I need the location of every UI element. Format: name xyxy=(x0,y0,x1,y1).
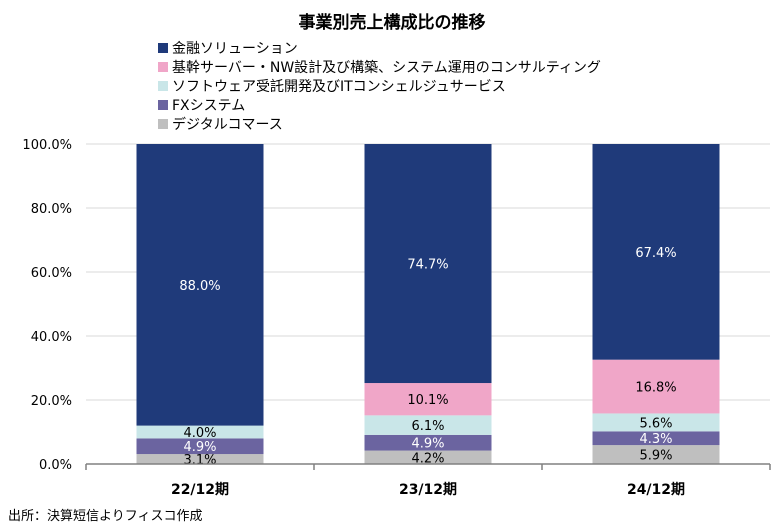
bar-segment xyxy=(592,359,720,414)
legend-swatch xyxy=(158,100,168,110)
bar-segment xyxy=(592,431,720,446)
y-tick-label: 100.0% xyxy=(22,138,72,153)
legend-swatch xyxy=(158,81,168,91)
y-tick-label: 60.0% xyxy=(31,266,72,281)
legend-label: 基幹サーバー・NW設計及び構築、システム運用のコンサルティング xyxy=(172,59,601,76)
bar-segment xyxy=(364,450,492,464)
y-tick-label: 0.0% xyxy=(39,458,72,473)
data-label: 16.8% xyxy=(635,381,676,396)
bar-segment xyxy=(592,413,720,432)
bar-segment xyxy=(364,383,492,416)
x-category-label: 23/12期 xyxy=(399,482,457,498)
x-axis: 22/12期 23/12期 24/12期 xyxy=(85,463,771,498)
legend-swatch xyxy=(158,62,168,72)
bar-segment xyxy=(136,425,264,439)
data-label: 5.9% xyxy=(639,449,672,464)
bar-segment xyxy=(592,144,720,360)
x-category-label: 24/12期 xyxy=(627,482,685,498)
bar-segment xyxy=(136,438,264,455)
bar-segment xyxy=(592,445,720,464)
x-category-label: 22/12期 xyxy=(171,482,229,498)
y-tick-label: 80.0% xyxy=(31,202,72,217)
y-tick-label: 20.0% xyxy=(31,394,72,409)
data-label: 5.6% xyxy=(639,416,672,431)
data-label: 67.4% xyxy=(635,246,676,261)
bar-segment xyxy=(364,144,492,384)
legend-label: デジタルコマース xyxy=(172,116,283,133)
legend-swatch xyxy=(158,119,168,129)
y-tick-label: 40.0% xyxy=(31,330,72,345)
data-label: 3.1% xyxy=(183,453,216,468)
legend-swatch xyxy=(158,43,168,53)
data-label: 6.1% xyxy=(411,419,444,434)
data-label: 74.7% xyxy=(407,258,448,273)
data-label: 4.9% xyxy=(411,437,444,452)
legend-label: FXシステム xyxy=(172,98,245,114)
legend: 金融ソリューション基幹サーバー・NW設計及び構築、システム運用のコンサルティング… xyxy=(158,41,601,133)
bar-segment xyxy=(364,434,492,451)
data-label: 4.0% xyxy=(183,426,216,441)
chart-title: 事業別売上構成比の推移 xyxy=(299,12,486,33)
source-note: 出所：決算短信よりフィスコ作成 xyxy=(8,509,202,524)
bar-segment xyxy=(364,415,492,435)
legend-label: 金融ソリューション xyxy=(172,41,298,57)
data-label: 88.0% xyxy=(179,279,220,294)
bar-segment xyxy=(136,144,264,426)
bars: 3.1%4.9%4.0%88.0%4.2%4.9%6.1%10.1%74.7%5… xyxy=(136,144,720,468)
data-label: 10.1% xyxy=(407,393,448,408)
bar-segment xyxy=(136,454,264,464)
legend-label: ソフトウェア受託開発及びITコンシェルジュサービス xyxy=(172,79,506,95)
y-axis: 0.0% 20.0% 40.0% 60.0% 80.0% 100.0% xyxy=(22,138,72,473)
data-label: 4.3% xyxy=(639,432,672,447)
data-label: 4.2% xyxy=(411,451,444,466)
data-label: 4.9% xyxy=(183,440,216,455)
